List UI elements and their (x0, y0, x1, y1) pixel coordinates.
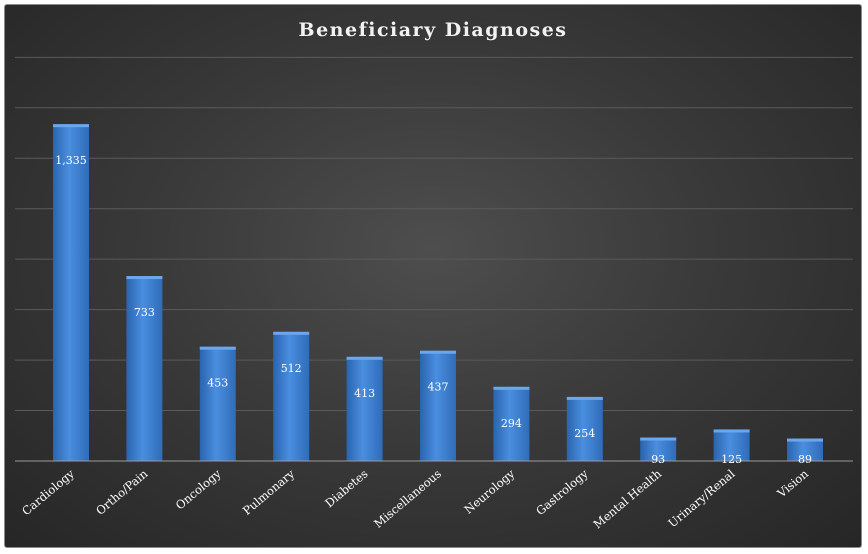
chart-frame: Beneficiary Diagnoses 1,335 Cardiology 733… (4, 4, 862, 548)
data-label: 1,335 (55, 154, 87, 167)
category-label: Ortho/Pain (93, 466, 151, 518)
bar-top-highlight (199, 346, 236, 350)
data-label: 254 (574, 427, 595, 440)
bar (53, 124, 89, 461)
bar-top-highlight (126, 276, 163, 280)
data-label: 512 (281, 362, 302, 375)
bar-top-highlight (713, 429, 750, 433)
data-label: 453 (207, 377, 228, 390)
category-label: Urinary/Renal (665, 466, 737, 530)
data-label: 733 (134, 306, 155, 319)
category-label: Miscellaneous (371, 467, 444, 531)
data-label: 125 (721, 453, 742, 466)
bar-top-highlight (273, 331, 310, 335)
bar-top-highlight (53, 124, 89, 128)
category-label: Diabetes (322, 467, 370, 511)
bar (493, 386, 530, 461)
data-label: 93 (651, 453, 665, 466)
bar (273, 331, 310, 461)
bars (53, 124, 823, 461)
data-label: 413 (354, 387, 375, 400)
bar-top-highlight (566, 396, 603, 400)
bar-top-highlight (640, 437, 677, 441)
bar-chart: 1,335 Cardiology 733 Ortho/Pain 453 Oncology 5… (15, 56, 853, 531)
data-label: 437 (428, 381, 449, 394)
bar-top-highlight (493, 386, 530, 390)
bar (713, 429, 750, 461)
bar (346, 356, 383, 461)
bar (420, 350, 456, 461)
data-label: 89 (798, 453, 812, 466)
category-label: Neurology (461, 466, 517, 516)
bar (126, 276, 163, 461)
bar (199, 346, 236, 461)
chart-title: Beneficiary Diagnoses (298, 19, 568, 41)
category-label: Vision (774, 466, 812, 501)
bar-top-highlight (346, 356, 383, 360)
bar (566, 396, 603, 461)
bar (787, 438, 823, 461)
category-label: Mental Health (591, 466, 665, 531)
bar-top-highlight (420, 350, 456, 354)
category-label: Gastrology (533, 466, 591, 518)
data-label: 294 (501, 417, 522, 430)
category-label: Pulmonary (240, 466, 298, 517)
category-label: Oncology (173, 466, 224, 512)
bar (640, 437, 677, 461)
bar-top-highlight (787, 438, 823, 442)
category-label: Cardiology (19, 466, 77, 518)
